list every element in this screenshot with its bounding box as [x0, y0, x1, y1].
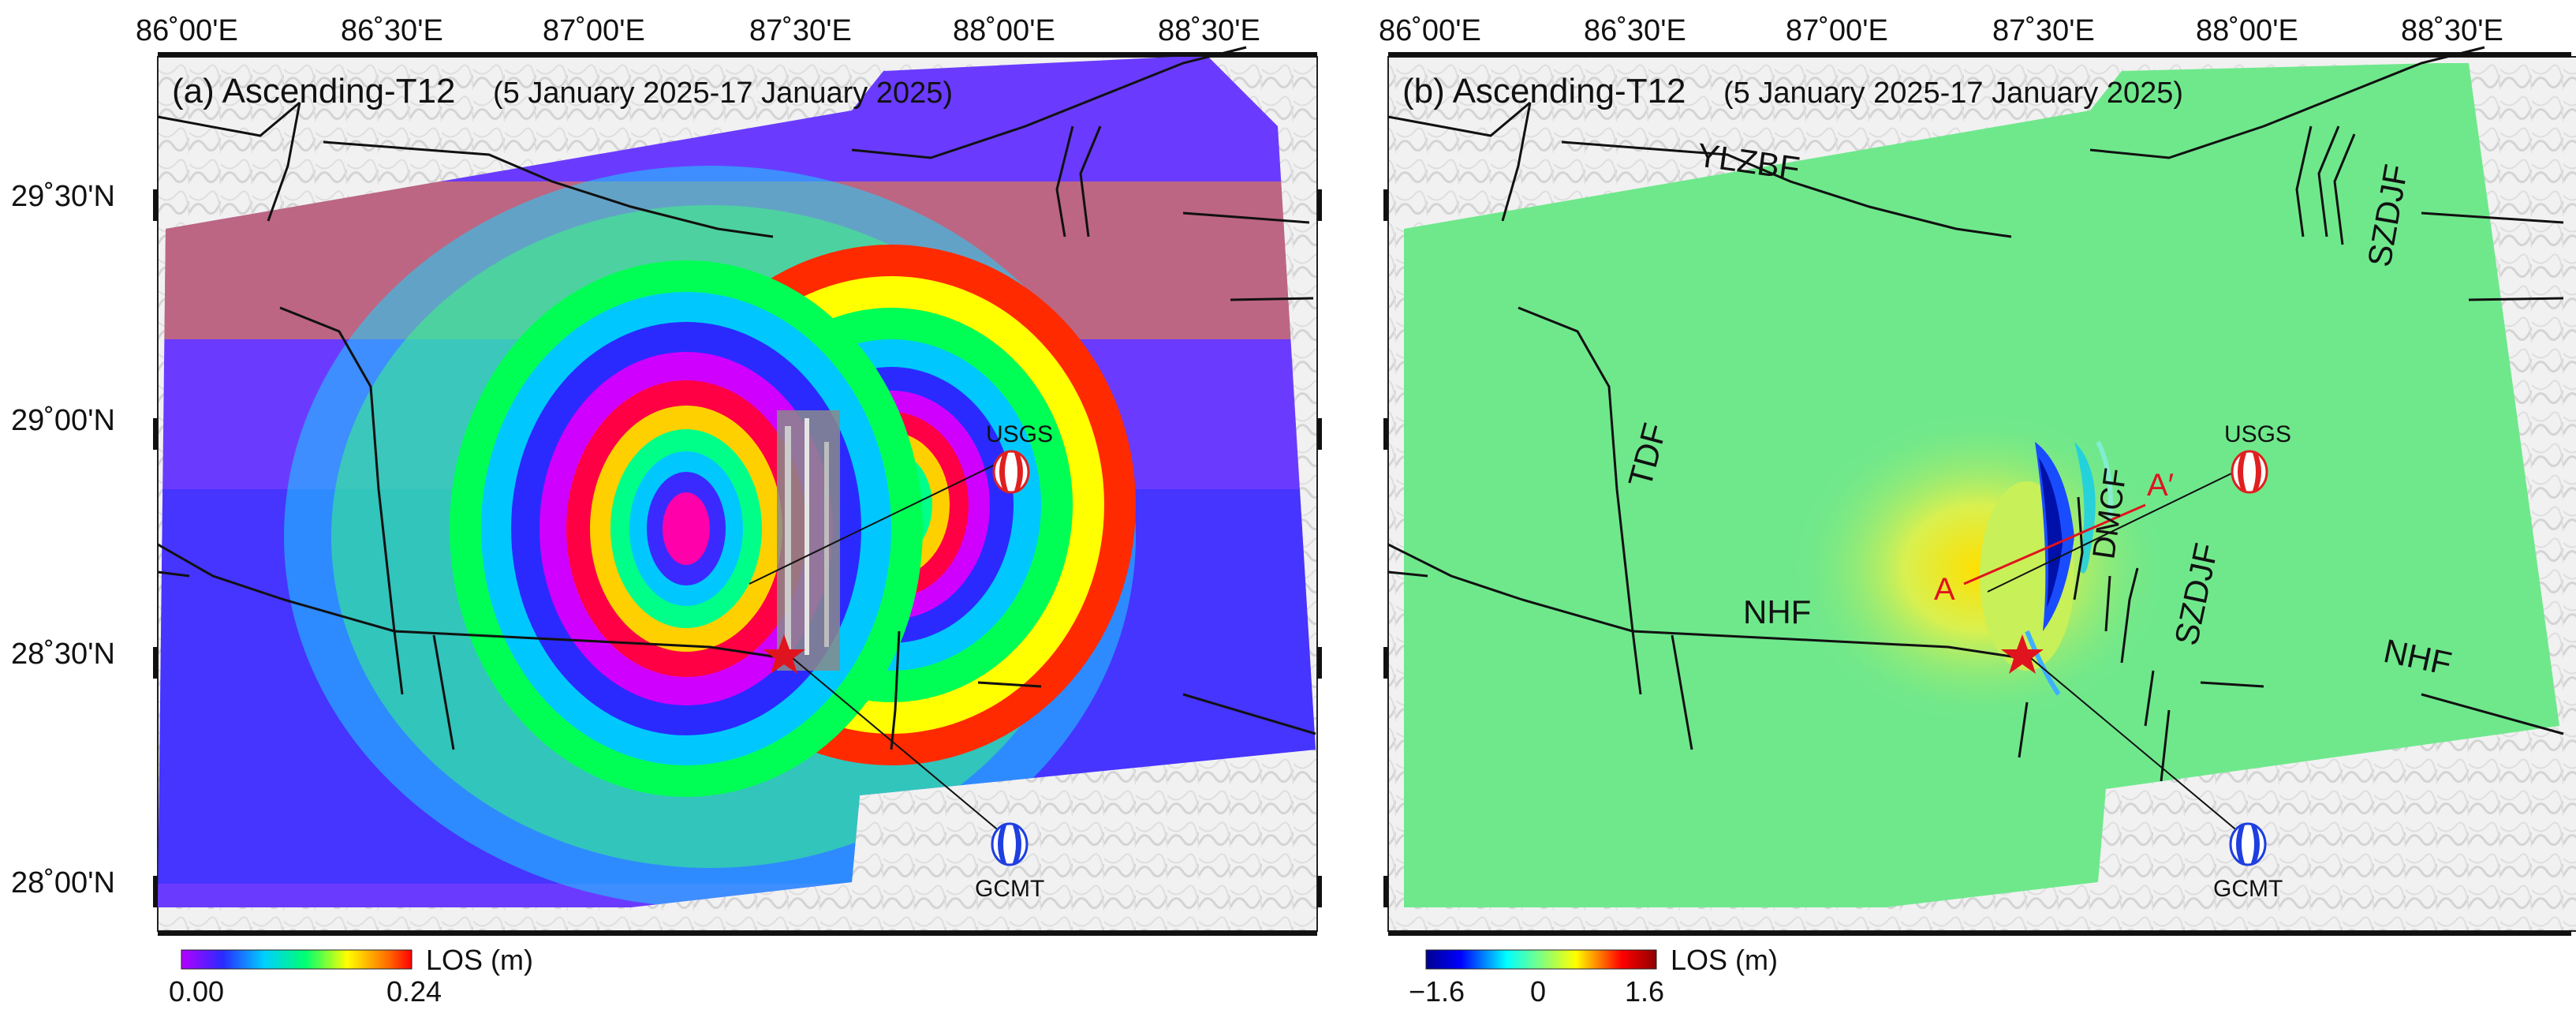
lat-tick-label: 28˚00'N — [11, 866, 115, 899]
profile-line — [1963, 503, 2146, 585]
lon-tick-label: 87˚30'E — [749, 14, 852, 47]
usgs-label: USGS — [2224, 421, 2291, 447]
lon-tick-label: 87˚30'E — [1992, 14, 2095, 47]
axis-ticks — [1383, 52, 2571, 936]
gcmt-connector — [2026, 654, 2245, 837]
colorbar-a-max: 0.24 — [386, 975, 442, 1008]
panel-b-title-prefix: (b) Ascending-T12 — [1402, 72, 1686, 110]
lon-tick-label: 88˚30'E — [2401, 14, 2503, 47]
usgs-beachball — [992, 450, 1030, 494]
panel-a-title-dates: (5 January 2025-17 January 2025) — [493, 77, 953, 110]
colorbar-b-mid: 0 — [1530, 975, 1547, 1008]
colorbar-b — [1425, 949, 1657, 970]
profile-end-label: A′ — [2147, 468, 2174, 503]
rupture-trace — [749, 457, 1010, 585]
colorbar-b-min: −1.6 — [1409, 975, 1465, 1008]
lon-tick-label: 87˚00'E — [543, 14, 645, 47]
fault-lines — [157, 46, 1316, 750]
fault-lines — [1387, 46, 2564, 782]
panel-b: 86˚00'E 86˚30'E 87˚00'E 87˚30'E 88˚00'E … — [1333, 0, 2576, 1021]
profile-start-label: A — [1934, 572, 1955, 607]
lon-tick-label: 87˚00'E — [1786, 14, 1888, 47]
colorbar-a — [181, 949, 413, 970]
usgs-label: USGS — [986, 421, 1053, 447]
lon-tick-label: 86˚30'E — [341, 14, 443, 47]
map-b: A A′ USGS GCMT YLZBF SZDJF TDF DMCF NHF … — [1383, 46, 2576, 970]
colorbar-b-max: 1.6 — [1625, 975, 1665, 1008]
gcmt-beachball — [2229, 822, 2267, 866]
epicenter-star — [763, 634, 805, 674]
lon-tick-label: 86˚30'E — [1584, 14, 1686, 47]
gcmt-label: GCMT — [2213, 876, 2283, 902]
lon-tick-label: 86˚00'E — [136, 14, 238, 47]
colorbar-b-title: LOS (m) — [1671, 944, 1779, 976]
lat-tick-label: 28˚30'N — [11, 638, 115, 671]
axis-ticks — [153, 52, 1322, 936]
panel-b-title-dates: (5 January 2025-17 January 2025) — [1723, 77, 2183, 110]
usgs-beachball — [2231, 450, 2268, 494]
epicenter-star — [2001, 634, 2044, 674]
panel-a: 86˚00'E 86˚30'E 87˚00'E 87˚30'E 88˚00'E … — [11, 14, 1322, 1008]
fault-label-nhf-west: NHF — [1743, 593, 1811, 630]
lat-tick-label: 29˚00'N — [11, 404, 115, 437]
lon-tick-label: 86˚00'E — [1379, 14, 1481, 47]
lon-tick-label: 88˚00'E — [2196, 14, 2298, 47]
lon-tick-label: 88˚00'E — [953, 14, 1055, 47]
gcmt-beachball — [991, 822, 1029, 866]
gcmt-connector — [788, 654, 1006, 837]
colorbar-a-min: 0.00 — [169, 975, 225, 1008]
interferogram — [158, 57, 1316, 907]
panel-a-title-prefix: (a) Ascending-T12 — [172, 72, 456, 110]
rupture-trace — [1987, 465, 2249, 593]
lon-tick-label: 88˚30'E — [1158, 14, 1260, 47]
lat-tick-label: 29˚30'N — [11, 180, 115, 213]
colorbar-a-title: LOS (m) — [426, 944, 534, 976]
gcmt-label: GCMT — [975, 876, 1044, 902]
map-a: USGS GCMT (a) Ascending-T12 (5 January 2… — [153, 46, 1322, 970]
